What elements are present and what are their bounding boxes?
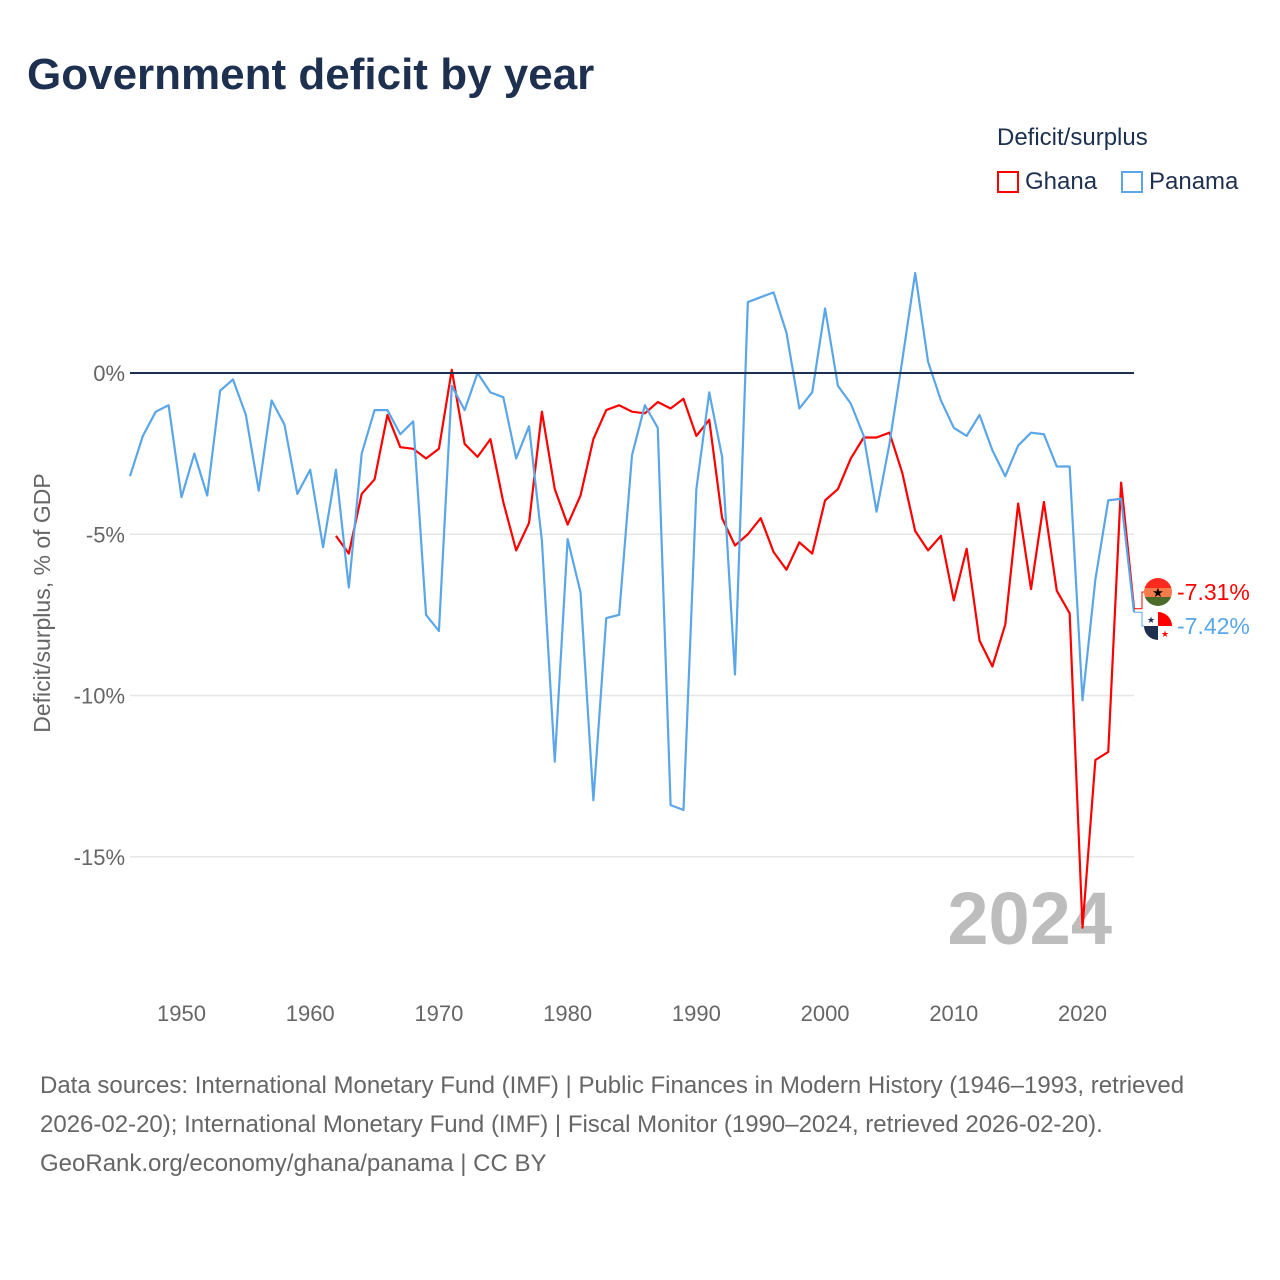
y-tick-label: 0% <box>93 361 125 386</box>
end-connector <box>1134 591 1144 610</box>
year-watermark: 2024 <box>947 877 1112 960</box>
data-sources: Data sources: International Monetary Fun… <box>40 1072 1185 1138</box>
ghana-flag-icon: ★ <box>1144 578 1172 606</box>
x-tick-label: 1960 <box>286 1001 335 1026</box>
end-value-label-ghana: -7.31% <box>1177 579 1250 605</box>
x-tick-label: 1980 <box>543 1001 592 1026</box>
legend-item-ghana[interactable]: Ghana <box>997 168 1097 196</box>
chart-title: Government deficit by year <box>27 50 595 99</box>
svg-text:★: ★ <box>1161 629 1169 639</box>
svg-text:★: ★ <box>1152 585 1164 600</box>
legend-label-panama: Panama <box>1149 168 1239 195</box>
end-value-label-panama: -7.42% <box>1177 613 1250 639</box>
footer: Data sources: International Monetary Fun… <box>40 1066 1240 1183</box>
legend-swatch-panama <box>1121 171 1143 193</box>
x-tick-label: 2000 <box>801 1001 850 1026</box>
credit-link[interactable]: GeoRank.org/economy/ghana/panama | CC BY <box>40 1150 547 1177</box>
legend-title: Deficit/surplus <box>997 124 1148 151</box>
legend-swatch-ghana <box>997 171 1019 193</box>
y-tick-label: -5% <box>86 522 125 547</box>
series-line-ghana <box>335 368 1136 929</box>
x-tick-label: 1970 <box>414 1001 463 1026</box>
x-tick-label: 1950 <box>157 1001 206 1026</box>
legend-item-panama[interactable]: Panama <box>1121 168 1238 196</box>
chart-plot: 2024 0% -5% -10% -15% 1950 1960 1970 1980 1990 200… <box>29 271 1250 1026</box>
svg-text:★: ★ <box>1147 615 1155 625</box>
x-tick-label: 2010 <box>929 1001 978 1026</box>
series-line-panama <box>128 271 1136 812</box>
legend-label-ghana: Ghana <box>1025 168 1098 195</box>
x-tick-label: 2020 <box>1058 1001 1107 1026</box>
y-axis-label: Deficit/surplus, % of GDP <box>29 473 55 732</box>
y-tick-label: -10% <box>74 684 125 709</box>
x-tick-label: 1990 <box>672 1001 721 1026</box>
end-connector <box>1134 611 1144 627</box>
y-tick-label: -15% <box>74 845 125 870</box>
panama-flag-icon: ★★ <box>1144 612 1172 640</box>
